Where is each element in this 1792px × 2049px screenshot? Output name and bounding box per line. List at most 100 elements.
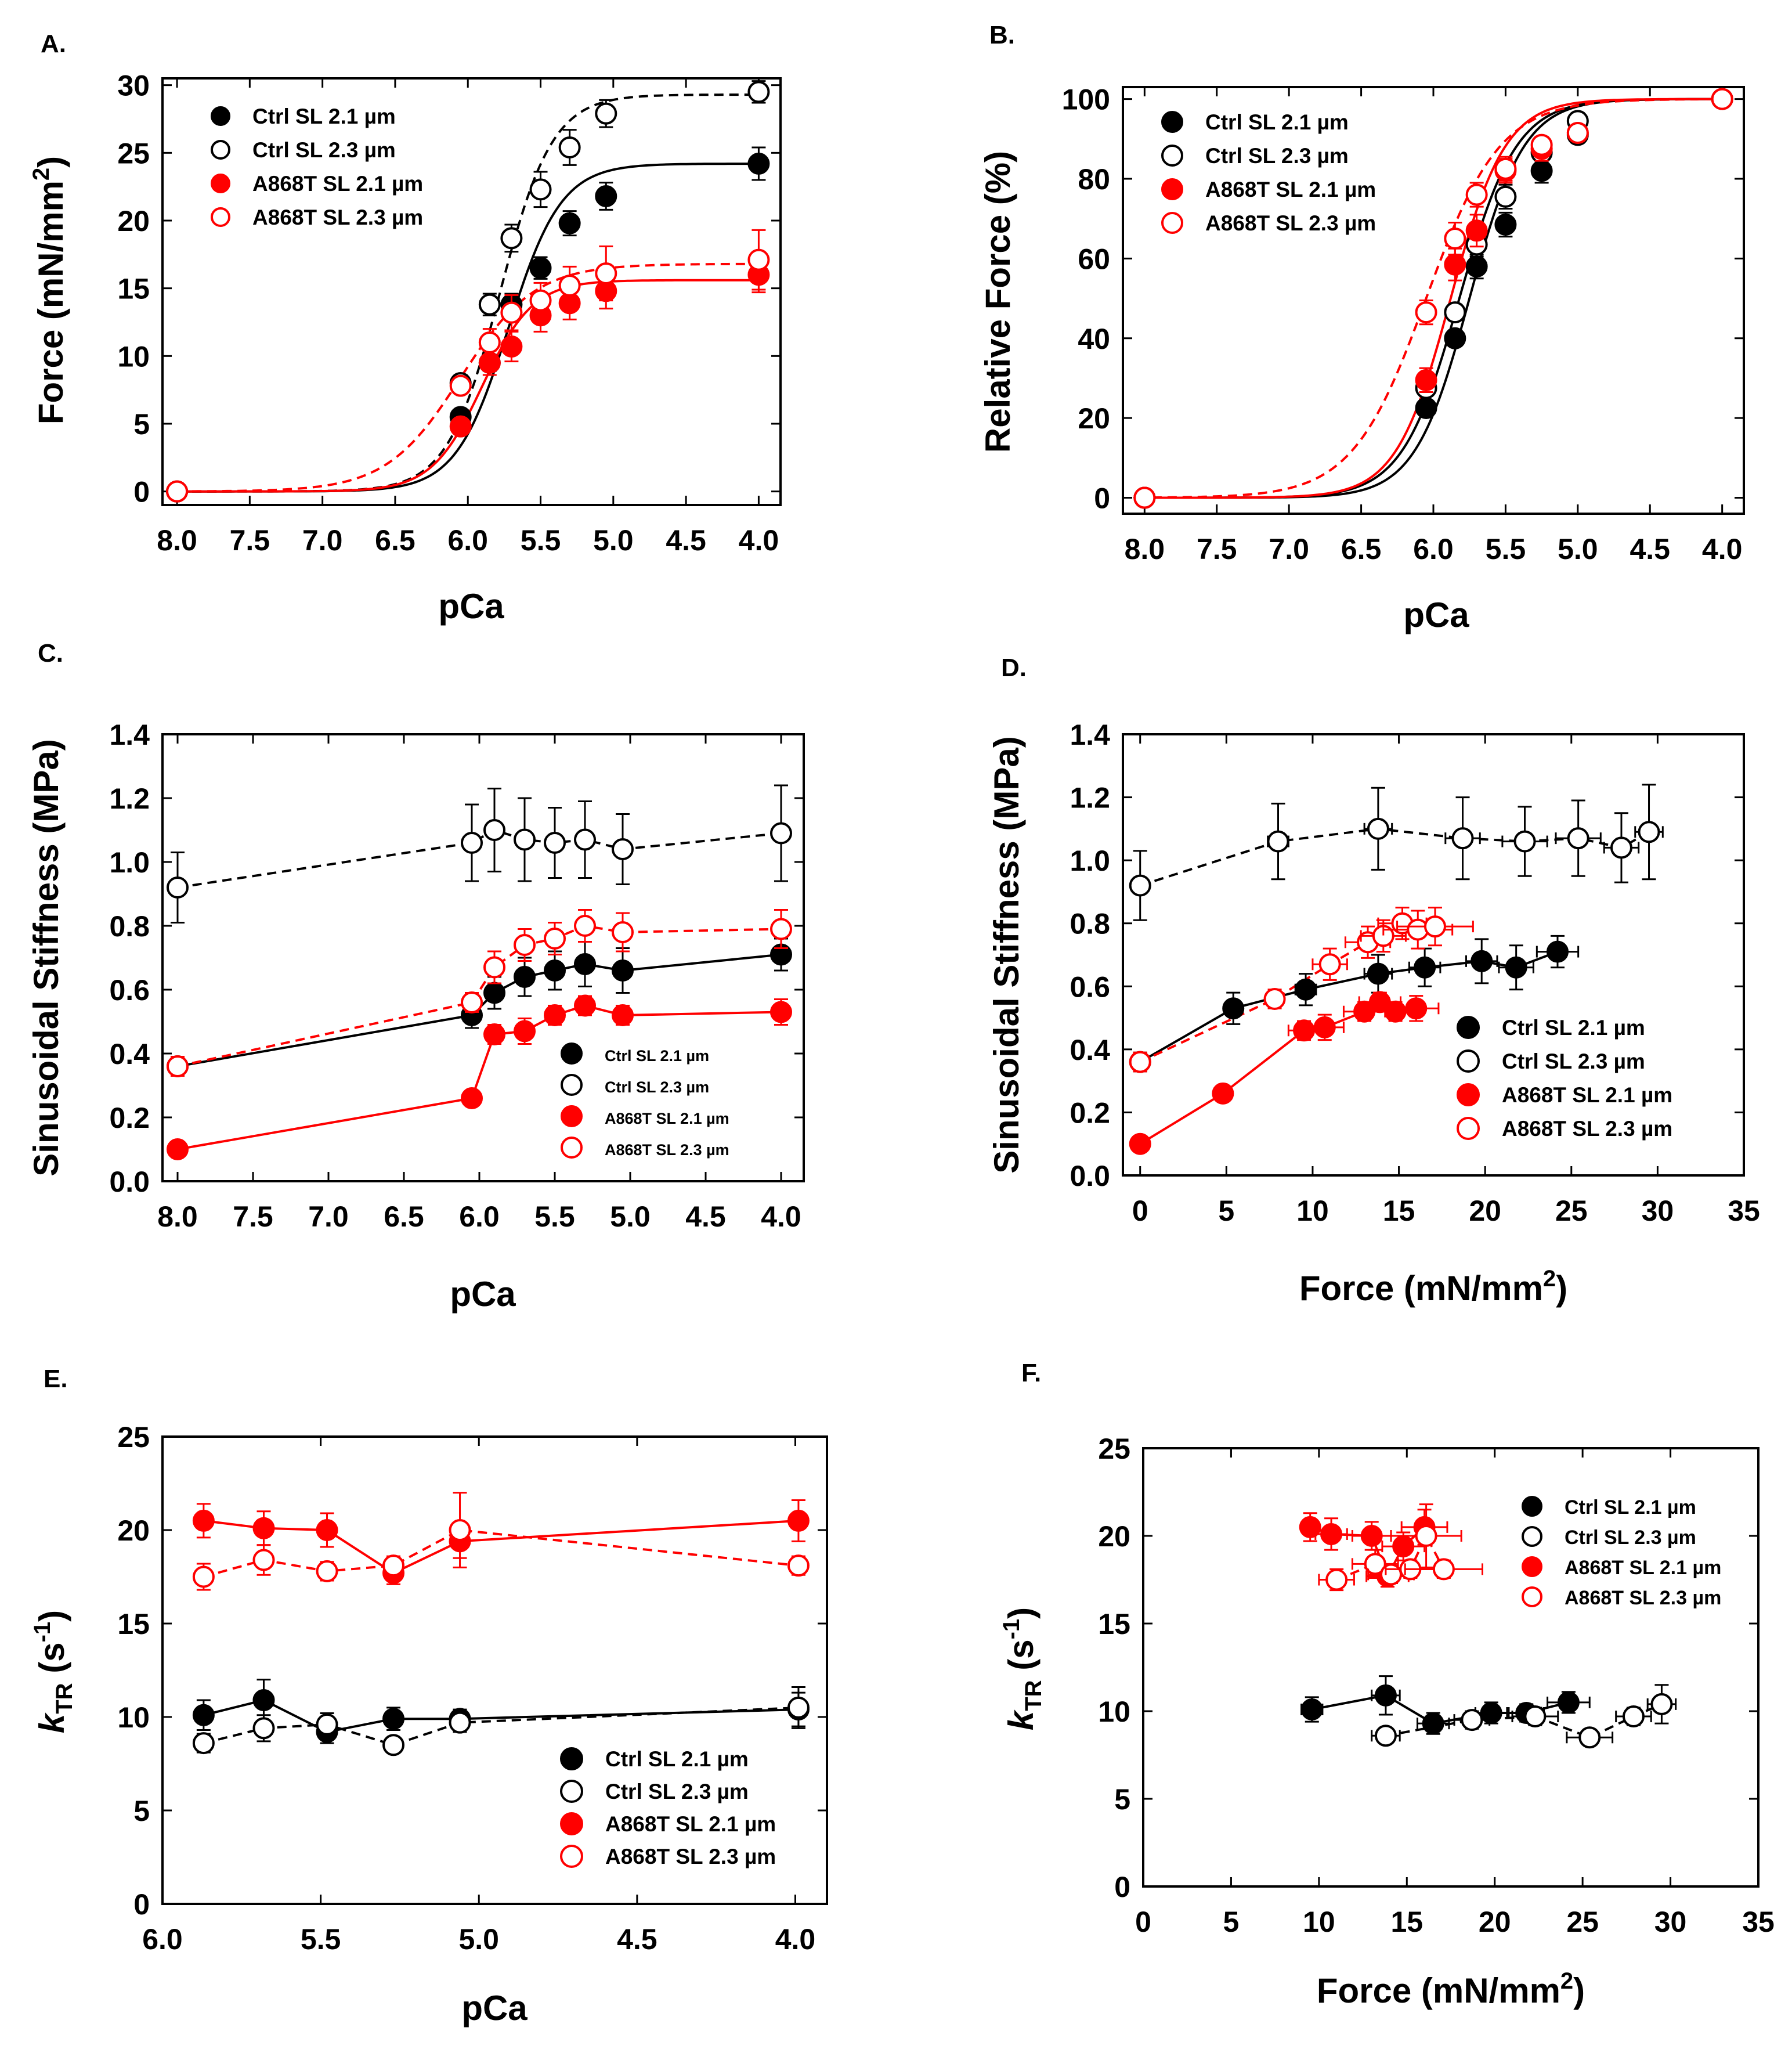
data-point-2 (316, 1519, 338, 1541)
data-point-2 (1360, 1525, 1383, 1547)
y-tick-label: 15 (1098, 1608, 1130, 1640)
x-axis-label: pCa (450, 1275, 516, 1314)
x-tick-label: 10 (1303, 1906, 1335, 1938)
data-point-1 (529, 178, 552, 201)
x-axis-label: pCa (1403, 596, 1469, 634)
legend-label: Ctrl SL 2.3 µm (1565, 1527, 1696, 1549)
y-tick-label: 40 (1078, 323, 1110, 355)
y-tick-label: 1.0 (1070, 845, 1110, 877)
data-point-1 (574, 828, 596, 851)
y-tick-label: 1.2 (109, 782, 150, 815)
data-point-2 (514, 1020, 536, 1042)
data-point-3 (1424, 915, 1446, 938)
axis-label-part: k (1002, 1709, 1040, 1730)
data-point-2 (1415, 369, 1437, 391)
y-tick-label: 10 (1098, 1696, 1130, 1728)
x-tick-label: 5.0 (593, 524, 634, 557)
data-point-1 (612, 838, 634, 860)
plot-frame (161, 77, 782, 506)
legend-marker (1161, 111, 1183, 133)
data-point-0 (1300, 1698, 1323, 1720)
data-point-1 (500, 227, 523, 250)
axis-label-part: 2 (1543, 1266, 1556, 1292)
legend-label: A868T SL 2.1 µm (252, 172, 423, 196)
data-point-0 (1415, 396, 1437, 419)
data-point-1 (1494, 185, 1517, 208)
axis-label-part: Sinusoidal Stiffness (MPa) (987, 736, 1026, 1173)
axis-label-part: k (32, 1712, 71, 1733)
y-tick-label: 0.0 (109, 1166, 150, 1198)
series-line-1 (203, 1706, 799, 1747)
data-point-3 (544, 928, 566, 950)
data-point-0 (1374, 1684, 1397, 1707)
x-tick-label: 4.5 (1630, 533, 1670, 565)
x-tick-label: 35 (1742, 1906, 1775, 1938)
data-point-3 (166, 480, 189, 503)
legend-label: A868T SL 2.3 µm (252, 205, 423, 229)
legend-label: Ctrl SL 2.3 µm (252, 138, 396, 162)
x-tick-label: 5.5 (301, 1923, 341, 1956)
data-point-2 (1465, 219, 1488, 242)
panel-b: B. 8.0 7.5 7.0 6.5 6.0 5.5 5.0 4.5 4.0 0 20 40 60 80 10… (978, 21, 1745, 634)
panel-c: C. 8.0 7.5 7.0 6.5 6.0 5.5 5.0 4.5 4.0 0.0 0.2 0.4 0.… (27, 639, 805, 1314)
legend-label: A868T SL 2.3 µm (1565, 1587, 1721, 1609)
data-point-0 (747, 153, 770, 175)
data-point-1 (1267, 830, 1289, 853)
x-tick-label: 35 (1728, 1195, 1760, 1227)
data-point-3 (787, 1554, 810, 1577)
data-point-0 (1494, 213, 1517, 236)
data-point-0 (252, 1689, 275, 1712)
data-point-1 (1638, 821, 1660, 843)
x-tick-label: 7.0 (1269, 533, 1309, 565)
data-point-3 (483, 956, 505, 979)
data-point-3 (1566, 121, 1589, 144)
data-point-1 (382, 1734, 405, 1756)
x-tick-label: 0 (1132, 1195, 1148, 1227)
x-tick-label: 0 (1135, 1906, 1151, 1938)
data-point-0 (1222, 997, 1245, 1020)
data-point-0 (612, 959, 634, 982)
legend-marker (560, 1780, 583, 1803)
data-point-1 (595, 102, 617, 125)
data-point-1 (544, 832, 566, 854)
y-tick-label: 100 (1062, 84, 1110, 116)
y-tick-label: 1.0 (109, 846, 150, 879)
legend-marker (561, 1042, 583, 1065)
data-point-2 (1212, 1082, 1234, 1105)
data-point-0 (1471, 950, 1493, 972)
axis-label-part: pCa (450, 1275, 516, 1314)
legend-label: Ctrl SL 2.1 µm (252, 104, 396, 128)
data-point-2 (449, 415, 472, 438)
panel-label: D. (1001, 654, 1027, 682)
series-line-2 (1139, 1001, 1417, 1145)
data-point-1 (747, 81, 770, 103)
legend-marker (1161, 145, 1183, 167)
legend-marker (560, 1812, 583, 1835)
x-tick-label: 6.0 (1413, 533, 1454, 565)
x-tick-label: 5 (1223, 1906, 1240, 1938)
axis-label-part: (s (1002, 1639, 1040, 1680)
y-tick-label: 0.2 (109, 1102, 150, 1134)
legend-marker (560, 1845, 583, 1868)
legend-label: A868T SL 2.1 µm (1502, 1083, 1672, 1107)
axis-label-part: TR (52, 1683, 77, 1713)
legend-marker (1457, 1083, 1480, 1106)
x-tick-label: 6.5 (375, 524, 416, 557)
y-tick-label: 25 (117, 137, 150, 169)
y-tick-label: 20 (117, 205, 150, 237)
panel-label: B. (989, 21, 1015, 49)
x-tick-label: 8.0 (157, 524, 197, 557)
x-tick-label: 5.0 (1558, 533, 1598, 565)
data-point-2 (1320, 1523, 1343, 1545)
x-tick-label: 5.0 (458, 1923, 499, 1956)
y-tick-label: 15 (117, 1608, 150, 1640)
y-tick-label: 0.4 (1070, 1034, 1110, 1066)
x-tick-label: 4.0 (739, 524, 779, 557)
legend-marker (1522, 1586, 1542, 1607)
x-tick-label: 7.5 (233, 1200, 273, 1233)
y-axis-label: Force (mN/mm2) (28, 156, 70, 424)
y-tick-label: 5 (133, 408, 150, 441)
axis-label-part: -1 (30, 1622, 55, 1643)
legend-label: Ctrl SL 2.3 µm (605, 1078, 709, 1096)
legend-label: A868T SL 2.3 µm (1502, 1117, 1672, 1141)
